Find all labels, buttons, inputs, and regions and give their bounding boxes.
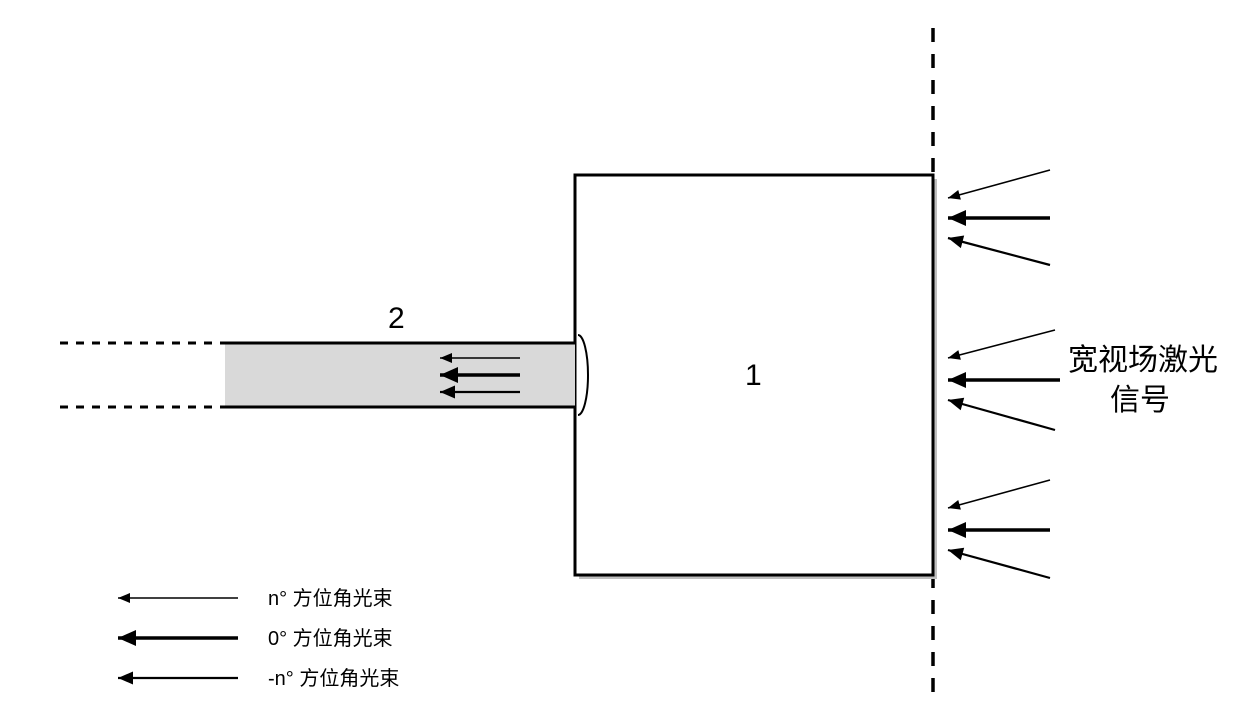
legend-arrow-1 — [118, 630, 238, 646]
label-shaft-number: 2 — [388, 302, 405, 335]
incoming-arrow-g2-2 — [948, 548, 1050, 578]
label-box-number: 1 — [745, 359, 762, 392]
label-right-line1: 宽视场激光 — [1068, 344, 1218, 377]
incoming-arrow-g1-2 — [948, 398, 1055, 430]
diagram-stage: 1 2 宽视场激光信号 n° 方位角光束 0° 方位角光束 -n° 方位角光束 — [0, 0, 1240, 722]
incoming-arrow-g2-1 — [948, 522, 1050, 538]
incoming-arrow-g0-1 — [948, 210, 1050, 226]
legend-arrow-2 — [118, 672, 238, 685]
diagram-svg: 1 2 宽视场激光信号 n° 方位角光束 0° 方位角光束 -n° 方位角光束 — [0, 0, 1240, 722]
incoming-arrow-g0-2 — [948, 236, 1050, 265]
incoming-arrow-g2-0 — [948, 480, 1050, 510]
incoming-arrow-g1-1 — [948, 372, 1060, 388]
legend-arrow-0 — [118, 593, 238, 603]
incoming-arrow-g0-0 — [948, 170, 1050, 200]
label-right-line2: 信号 — [1110, 384, 1170, 417]
legend-label-1: 0° 方位角光束 — [268, 627, 393, 650]
incoming-arrow-g1-0 — [948, 330, 1055, 360]
legend-label-0: n° 方位角光束 — [268, 587, 393, 610]
output-beam-shaft — [225, 343, 575, 407]
legend-label-2: -n° 方位角光束 — [268, 667, 399, 690]
